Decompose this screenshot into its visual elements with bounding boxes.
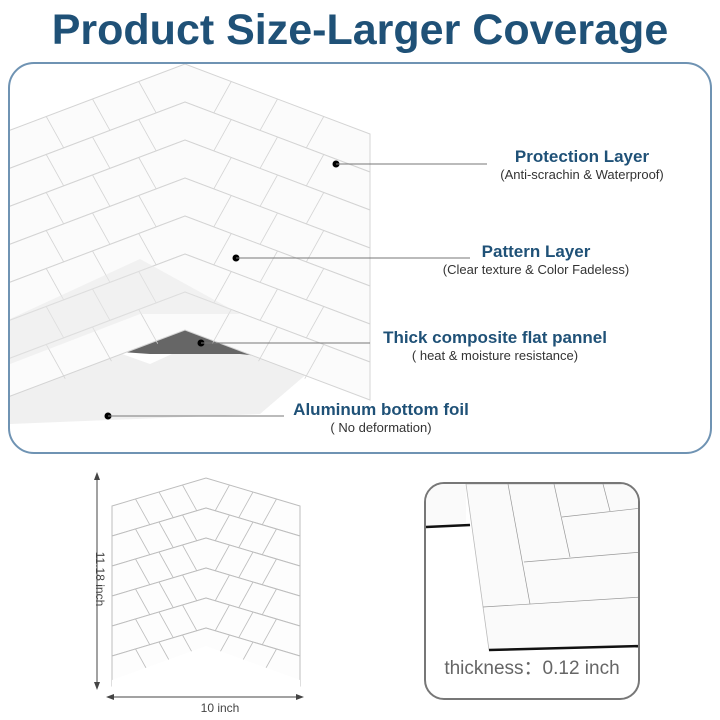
tile-joint	[182, 484, 198, 513]
tile-joint	[158, 611, 175, 640]
tile-joint	[45, 230, 66, 265]
layer-desc: ( No deformation)	[330, 420, 432, 435]
tile-joint	[135, 498, 151, 527]
tile-joint	[258, 250, 278, 286]
tile-joint	[138, 195, 159, 230]
tile-joint	[211, 119, 232, 154]
layers-illustration	[10, 64, 371, 424]
layer-desc: (Anti-scrachin & Waterproof)	[500, 167, 664, 182]
tile-joint	[138, 119, 159, 154]
tile-joint	[214, 574, 230, 603]
layers-panel	[8, 62, 712, 454]
tile-joint	[304, 344, 325, 379]
tile-joint	[138, 81, 159, 116]
tile-joint	[258, 98, 278, 134]
tile-joint	[135, 558, 151, 587]
height-label: 11.18 inch	[93, 551, 107, 607]
tile-joint	[261, 588, 277, 617]
tile-joint	[45, 344, 66, 379]
tile-joint	[182, 604, 198, 633]
tile-joint	[304, 154, 325, 189]
tile-joint	[45, 154, 66, 189]
arrow-down-icon	[94, 682, 100, 690]
tile-joint	[258, 288, 278, 324]
tile-joint	[237, 521, 254, 550]
tile-joint	[304, 192, 325, 227]
tile-joint	[214, 604, 230, 633]
tile-joint	[211, 309, 232, 344]
tile-joint	[304, 306, 325, 341]
tile-joint	[211, 271, 232, 306]
tile-joint	[211, 233, 232, 268]
tile-joint	[237, 581, 254, 610]
tile-joint	[158, 491, 175, 520]
tile-joint	[211, 195, 232, 230]
tile-joint	[214, 514, 230, 543]
layer-name: Thick composite flat pannel	[383, 328, 607, 347]
tile-joint	[304, 230, 325, 265]
tile-bottom-mask	[112, 646, 300, 720]
layer-composite: Thick composite flat pannel ( heat & moi…	[383, 328, 607, 363]
tile-joint	[45, 116, 66, 151]
arrow-right-icon	[296, 694, 304, 700]
tile-joint	[45, 192, 66, 227]
tile-joint	[261, 528, 277, 557]
layer-desc: ( heat & moisture resistance)	[411, 348, 579, 363]
tile-joint	[258, 136, 278, 172]
tile-joint	[237, 491, 254, 520]
thickness-label: thickness：0.12 inch	[444, 658, 620, 679]
tile-joint	[214, 484, 230, 513]
page-title: Product Size-Larger Coverage	[51, 6, 669, 54]
tile-joint	[211, 81, 232, 116]
layer-name: Pattern Layer	[481, 242, 591, 261]
arrow-up-icon	[94, 472, 100, 480]
tile-joint	[214, 544, 230, 573]
layer-desc: (Clear texture & Color Fadeless)	[442, 262, 630, 277]
tile-joint	[138, 157, 159, 192]
tile-joint	[237, 551, 254, 580]
tile-joint	[182, 544, 198, 573]
layer-name: Aluminum bottom foil	[293, 400, 469, 419]
tile-joint	[158, 551, 175, 580]
thickness-detail: thickness：0.12 inch	[424, 482, 640, 700]
tile-joint	[92, 212, 112, 248]
tile-joint	[158, 581, 175, 610]
tile-joint	[92, 326, 112, 362]
tile-joint	[138, 309, 159, 344]
tile-joint	[261, 558, 277, 587]
tile-joint	[92, 98, 112, 134]
tile-joint	[237, 611, 254, 640]
tile-joint	[92, 174, 112, 210]
tile-joint	[304, 116, 325, 151]
tile-joint	[211, 157, 232, 192]
tile-joint	[138, 233, 159, 268]
tile-joint	[261, 618, 277, 647]
layer-aluminum: Aluminum bottom foil ( No deformation)	[293, 400, 469, 435]
tile-joint	[92, 136, 112, 172]
tile-joint	[258, 174, 278, 210]
tile-joint	[182, 514, 198, 543]
tile-joint	[182, 574, 198, 603]
tile-joint	[258, 326, 278, 362]
layer-pattern: Pattern Layer (Clear texture & Color Fad…	[443, 242, 629, 277]
thickness-closeup	[426, 484, 638, 652]
tile-joint	[261, 498, 277, 527]
width-label: 10 inch	[200, 701, 240, 715]
arrow-left-icon	[106, 694, 114, 700]
layer-shadow	[10, 259, 240, 364]
tile-joint	[158, 521, 175, 550]
tile-joint	[135, 618, 151, 647]
layer-name: Protection Layer	[514, 147, 650, 166]
tile-joint	[135, 588, 151, 617]
tile-joint	[258, 212, 278, 248]
tile-joint	[304, 268, 325, 303]
layer-protection: Protection Layer (Anti-scrachin & Waterp…	[500, 147, 664, 182]
tile-joint	[135, 528, 151, 557]
